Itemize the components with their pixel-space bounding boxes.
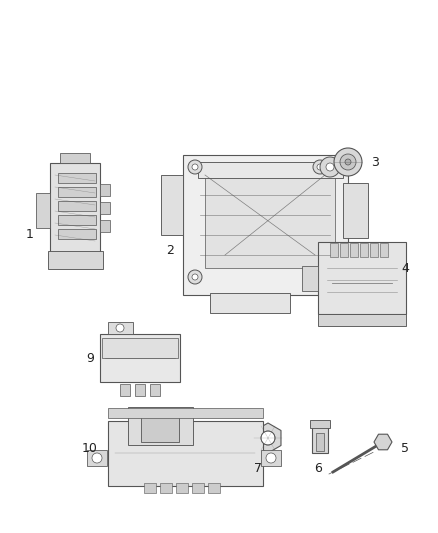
Circle shape: [334, 148, 362, 176]
FancyBboxPatch shape: [161, 175, 183, 235]
Text: 6: 6: [314, 462, 322, 474]
FancyBboxPatch shape: [107, 322, 133, 334]
Circle shape: [266, 453, 276, 463]
Text: 9: 9: [86, 351, 94, 365]
FancyBboxPatch shape: [100, 202, 110, 214]
Circle shape: [188, 270, 202, 284]
FancyBboxPatch shape: [58, 187, 96, 197]
FancyBboxPatch shape: [141, 414, 179, 442]
Circle shape: [313, 160, 327, 174]
Circle shape: [326, 163, 334, 171]
FancyBboxPatch shape: [58, 215, 96, 225]
FancyBboxPatch shape: [316, 433, 324, 451]
FancyBboxPatch shape: [160, 483, 172, 493]
Text: 2: 2: [166, 244, 174, 256]
FancyBboxPatch shape: [102, 338, 178, 358]
Circle shape: [317, 164, 323, 170]
Text: 7: 7: [254, 462, 262, 474]
Circle shape: [192, 164, 198, 170]
FancyBboxPatch shape: [310, 420, 330, 428]
FancyBboxPatch shape: [205, 173, 335, 268]
FancyBboxPatch shape: [340, 243, 348, 257]
FancyBboxPatch shape: [107, 408, 262, 418]
Text: 1: 1: [26, 229, 34, 241]
Circle shape: [92, 453, 102, 463]
Circle shape: [261, 431, 275, 445]
Text: 3: 3: [371, 156, 379, 168]
FancyBboxPatch shape: [58, 201, 96, 211]
FancyBboxPatch shape: [350, 243, 358, 257]
Text: 4: 4: [401, 262, 409, 274]
FancyBboxPatch shape: [100, 184, 110, 196]
FancyBboxPatch shape: [176, 483, 188, 493]
FancyBboxPatch shape: [302, 265, 318, 290]
FancyBboxPatch shape: [312, 427, 328, 453]
FancyBboxPatch shape: [380, 243, 388, 257]
FancyBboxPatch shape: [36, 192, 50, 228]
Circle shape: [313, 270, 327, 284]
FancyBboxPatch shape: [343, 182, 367, 238]
Circle shape: [192, 274, 198, 280]
FancyBboxPatch shape: [50, 163, 100, 257]
FancyBboxPatch shape: [183, 155, 347, 295]
Polygon shape: [374, 434, 392, 450]
FancyBboxPatch shape: [318, 242, 406, 314]
FancyBboxPatch shape: [210, 293, 290, 313]
Circle shape: [320, 157, 340, 177]
FancyBboxPatch shape: [87, 450, 107, 466]
FancyBboxPatch shape: [261, 450, 281, 466]
FancyBboxPatch shape: [330, 243, 338, 257]
FancyBboxPatch shape: [127, 407, 192, 445]
Circle shape: [317, 274, 323, 280]
FancyBboxPatch shape: [135, 384, 145, 396]
FancyBboxPatch shape: [192, 483, 204, 493]
FancyBboxPatch shape: [107, 421, 262, 486]
Circle shape: [116, 324, 124, 332]
FancyBboxPatch shape: [318, 314, 406, 326]
FancyBboxPatch shape: [370, 243, 378, 257]
FancyBboxPatch shape: [120, 384, 130, 396]
FancyBboxPatch shape: [58, 173, 96, 183]
FancyBboxPatch shape: [47, 251, 102, 269]
Text: 10: 10: [82, 441, 98, 455]
FancyBboxPatch shape: [360, 243, 368, 257]
FancyBboxPatch shape: [208, 483, 220, 493]
FancyBboxPatch shape: [60, 153, 90, 163]
Circle shape: [345, 159, 351, 165]
Text: 5: 5: [401, 441, 409, 455]
Circle shape: [188, 160, 202, 174]
FancyBboxPatch shape: [100, 334, 180, 382]
Polygon shape: [255, 423, 281, 453]
FancyBboxPatch shape: [58, 229, 96, 239]
FancyBboxPatch shape: [198, 162, 343, 178]
FancyBboxPatch shape: [100, 220, 110, 232]
FancyBboxPatch shape: [144, 483, 156, 493]
FancyBboxPatch shape: [150, 384, 160, 396]
Circle shape: [340, 154, 356, 170]
